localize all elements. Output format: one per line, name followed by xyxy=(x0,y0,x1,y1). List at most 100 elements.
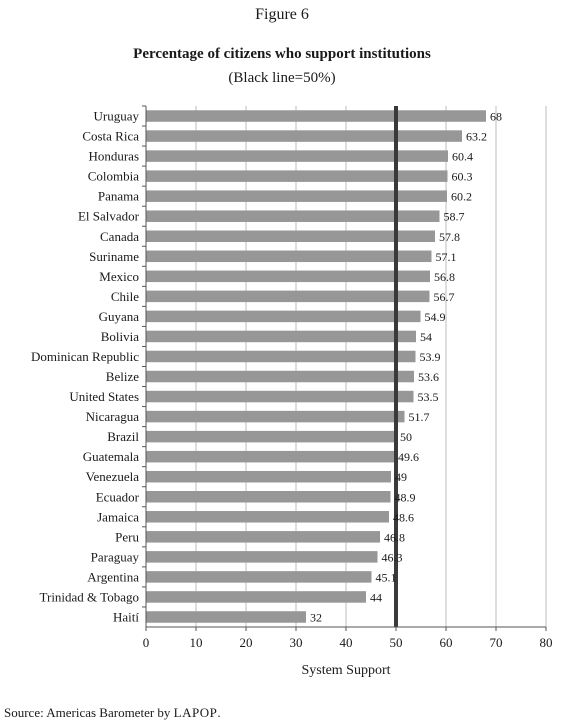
category-label: United States xyxy=(69,389,139,404)
category-label: Canada xyxy=(100,229,139,244)
category-label: Guyana xyxy=(99,309,140,324)
bar xyxy=(146,210,440,222)
bar xyxy=(146,310,421,323)
bar xyxy=(146,591,366,603)
category-label: Costa Rica xyxy=(82,129,139,144)
value-label: 49 xyxy=(395,470,407,484)
category-label: Venezuela xyxy=(86,469,140,484)
category-label: Argentina xyxy=(87,569,139,584)
category-label: El Salvador xyxy=(78,209,140,224)
category-label: Haití xyxy=(113,609,139,624)
value-label: 56.8 xyxy=(434,270,455,284)
bar xyxy=(146,410,405,423)
value-label: 53.9 xyxy=(420,350,441,364)
category-label: Suriname xyxy=(89,249,139,264)
bar xyxy=(146,230,435,242)
x-tick-label: 50 xyxy=(390,635,403,650)
bar xyxy=(146,390,414,403)
value-label: 60.4 xyxy=(452,150,473,164)
value-label: 51.7 xyxy=(409,410,430,424)
bars xyxy=(146,110,486,623)
bar xyxy=(146,571,372,583)
value-label: 46.3 xyxy=(382,550,403,564)
bar xyxy=(146,611,306,623)
bar xyxy=(146,370,414,383)
source-suffix: . xyxy=(217,705,221,720)
value-label: 68 xyxy=(490,110,502,124)
bar xyxy=(146,290,430,303)
x-axis-label: System Support xyxy=(301,663,390,678)
chart-title: Percentage of citizens who support insti… xyxy=(133,46,431,62)
category-label: Honduras xyxy=(88,149,139,164)
value-label: 54.9 xyxy=(425,310,446,324)
category-label: Ecuador xyxy=(96,489,140,504)
x-tick-label: 10 xyxy=(190,635,203,650)
x-tick-label: 60 xyxy=(440,635,453,650)
bar xyxy=(146,330,416,343)
bar xyxy=(146,130,462,142)
value-label: 50 xyxy=(400,430,412,444)
bar xyxy=(146,190,447,202)
category-label: Brazil xyxy=(107,429,139,444)
category-label: Paraguay xyxy=(91,549,140,564)
bar xyxy=(146,491,391,503)
x-tick-label: 70 xyxy=(490,635,503,650)
value-label: 46.8 xyxy=(384,530,405,544)
value-label: 53.5 xyxy=(418,390,439,404)
value-label: 48.6 xyxy=(393,510,414,524)
bar xyxy=(146,150,448,162)
category-label: Panama xyxy=(98,189,139,204)
value-label: 56.7 xyxy=(434,290,455,304)
value-label: 54 xyxy=(420,330,432,344)
x-tick-label: 80 xyxy=(540,635,553,650)
bar xyxy=(146,170,448,182)
bar xyxy=(146,110,486,122)
category-label: Dominican Republic xyxy=(31,349,139,364)
bar xyxy=(146,430,396,443)
value-label: 57.8 xyxy=(439,230,460,244)
x-tick-label: 20 xyxy=(240,635,253,650)
figure-label: Figure 6 xyxy=(255,6,309,23)
value-label: 32 xyxy=(310,610,322,624)
bar xyxy=(146,511,389,523)
bar xyxy=(146,250,432,263)
value-label: 60.2 xyxy=(451,190,472,204)
bar xyxy=(146,350,416,363)
category-label: Chile xyxy=(111,289,139,304)
source-prefix: Source: Americas Barometer by xyxy=(4,705,174,720)
bar-chart: 0 10 20 30 40 50 60 70 80 Uruguay 68 Costa Rica 63.2… xyxy=(31,105,553,678)
value-label: 57.1 xyxy=(436,250,457,264)
category-label: Guatemala xyxy=(83,449,140,464)
x-tick-label: 40 xyxy=(340,635,353,650)
value-label: 60.3 xyxy=(452,170,473,184)
source-org: LAPOP xyxy=(173,705,218,720)
category-label: Belize xyxy=(106,369,139,384)
value-label: 45.1 xyxy=(376,570,397,584)
chart-subtitle: (Black line=50%) xyxy=(228,70,336,86)
axes xyxy=(142,105,547,631)
category-label: Nicaragua xyxy=(86,409,140,424)
gridlines xyxy=(195,106,547,627)
category-label: Jamaica xyxy=(97,509,139,524)
x-tick-label: 0 xyxy=(143,635,150,650)
source-note: Source: Americas Barometer by LAPOP. xyxy=(4,705,221,721)
category-label: Trinidad & Tobago xyxy=(40,589,140,604)
labels: 0 10 20 30 40 50 60 70 80 Uruguay 68 Costa Rica 63.2… xyxy=(31,109,552,650)
category-label: Colombia xyxy=(88,169,140,184)
bar xyxy=(146,270,430,283)
bar xyxy=(146,470,391,483)
value-label: 48.9 xyxy=(395,490,416,504)
category-label: Bolivia xyxy=(101,329,140,344)
value-label: 49.6 xyxy=(398,450,419,464)
value-label: 58.7 xyxy=(444,210,465,224)
value-label: 44 xyxy=(370,590,382,604)
value-label: 63.2 xyxy=(466,130,487,144)
category-label: Peru xyxy=(115,529,139,544)
bar xyxy=(146,531,380,543)
x-tick-label: 30 xyxy=(290,635,303,650)
category-label: Mexico xyxy=(99,269,139,284)
bar xyxy=(146,450,394,463)
category-label: Uruguay xyxy=(94,109,140,124)
bar xyxy=(146,551,378,563)
value-label: 53.6 xyxy=(418,370,439,384)
